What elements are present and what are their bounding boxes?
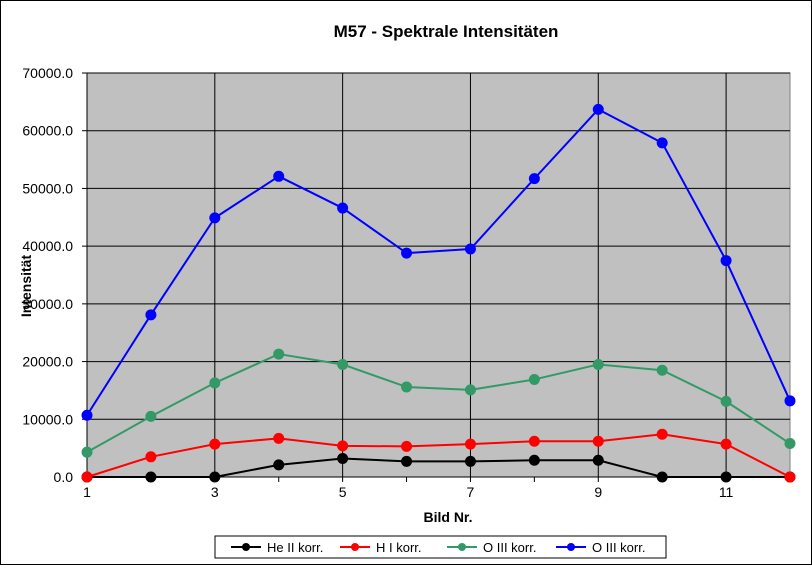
data-point (720, 255, 732, 267)
data-point (592, 454, 604, 466)
series-1 (81, 453, 796, 483)
data-point (145, 471, 157, 483)
data-point (273, 170, 285, 182)
chart-title: M57 - Spektrale Intensitäten (334, 22, 559, 41)
data-point (401, 440, 413, 452)
data-point (464, 455, 476, 467)
data-point (784, 395, 796, 407)
data-point (528, 435, 540, 447)
data-point (401, 247, 413, 259)
legend-marker (458, 543, 466, 551)
data-point (145, 309, 157, 321)
legend-item: O III korr. (447, 540, 536, 555)
data-point (464, 384, 476, 396)
data-point (273, 459, 285, 471)
data-point (81, 446, 93, 458)
data-point (784, 438, 796, 450)
series-line (86, 353, 791, 454)
data-point (592, 358, 604, 370)
x-axis-label: Bild Nr. (423, 509, 472, 525)
y-tick-label: 30000.0 (22, 296, 73, 312)
data-point (528, 173, 540, 185)
series-2 (81, 428, 796, 483)
y-tick-label: 40000.0 (22, 238, 73, 254)
x-tick-label: 9 (594, 484, 602, 500)
legend: He II korr. H I korr. O III korr. O III kor… (214, 535, 667, 559)
x-tick-label: 5 (339, 484, 347, 500)
x-tick-label: 7 (467, 484, 475, 500)
y-tick-label: 0.0 (54, 469, 74, 485)
data-point (656, 428, 668, 440)
data-point (273, 432, 285, 444)
x-tick-label: 11 (719, 484, 734, 500)
data-point (337, 440, 349, 452)
y-tick-label: 20000.0 (22, 354, 73, 370)
data-point (81, 409, 93, 421)
legend-marker (567, 543, 575, 551)
data-point (401, 381, 413, 393)
data-point (464, 438, 476, 450)
series-group (81, 103, 796, 483)
data-point (784, 471, 796, 483)
data-point (209, 438, 221, 450)
series-line (86, 108, 791, 416)
series-4 (81, 103, 796, 421)
legend-label: O III korr. (592, 540, 645, 555)
data-point (209, 212, 221, 224)
y-tick-label: 10000.0 (22, 411, 73, 427)
data-point (656, 471, 668, 483)
data-point (528, 454, 540, 466)
data-point (145, 451, 157, 463)
x-tick-labels: 1 3 5 7 9 11 (83, 484, 733, 500)
data-point (528, 373, 540, 385)
data-point (337, 358, 349, 370)
legend-marker (351, 543, 359, 551)
data-point (337, 453, 349, 465)
legend-label: He II korr. (267, 540, 323, 555)
x-tick-label: 3 (211, 484, 219, 500)
y-tick-label: 50000.0 (22, 180, 73, 196)
data-point (273, 348, 285, 360)
legend-label: O III korr. (483, 540, 536, 555)
data-point (81, 471, 93, 483)
data-point (656, 364, 668, 376)
legend-box (214, 535, 667, 559)
legend-item: O III korr. (556, 540, 645, 555)
legend-marker (242, 543, 250, 551)
data-point (464, 243, 476, 255)
data-point (209, 377, 221, 389)
y-tick-label: 70000.0 (22, 65, 73, 81)
plot-area (86, 72, 791, 478)
data-point (720, 395, 732, 407)
data-point (145, 410, 157, 422)
data-point (592, 435, 604, 447)
series-line (86, 433, 791, 478)
y-axis-label: Intensität (18, 255, 34, 318)
data-point (720, 471, 732, 483)
series-line (87, 457, 790, 478)
legend-label: H I korr. (376, 540, 422, 555)
legend-item: He II korr. (231, 540, 323, 555)
data-point (720, 438, 732, 450)
y-tick-labels: 0.0 10000.0 20000.0 30000.0 40000.0 50000.0 60… (22, 65, 73, 485)
data-point (401, 455, 413, 467)
data-point (656, 137, 668, 149)
x-tick-label: 1 (83, 484, 91, 500)
data-point (209, 471, 221, 483)
legend-item: H I korr. (340, 540, 422, 555)
data-point (592, 103, 604, 115)
series-3 (81, 348, 796, 458)
y-tick-label: 60000.0 (22, 123, 73, 139)
data-point (337, 202, 349, 214)
